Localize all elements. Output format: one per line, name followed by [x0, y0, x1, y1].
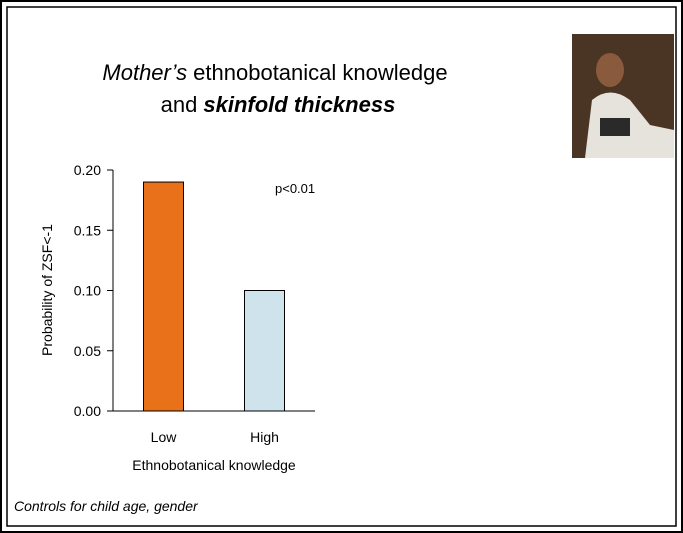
- footnote: Controls for child age, gender: [14, 498, 199, 514]
- y-tick-label: 0.05: [74, 343, 101, 359]
- bar: [144, 182, 184, 411]
- y-tick-label: 0.10: [74, 283, 101, 299]
- x-axis-label: Ethnobotanical knowledge: [132, 457, 296, 473]
- bar: [245, 291, 285, 412]
- x-tick-label: High: [250, 429, 279, 445]
- photo-object: [600, 118, 630, 136]
- title-italic: Mother’s: [102, 60, 187, 85]
- slide: Mother’sethnobotanical knowledge andskin…: [0, 0, 683, 533]
- y-axis-label: Probability of ZSF<-1: [39, 224, 55, 356]
- x-tick-label: Low: [151, 429, 178, 445]
- photo: [572, 34, 674, 158]
- title-rest: ethnobotanical knowledge: [193, 60, 447, 85]
- y-tick-label: 0.00: [74, 403, 101, 419]
- page: Mother’sethnobotanical knowledge andskin…: [0, 0, 683, 533]
- y-tick-label: 0.20: [74, 162, 101, 178]
- title-bold-italic: skinfold thickness: [203, 92, 395, 117]
- photo-face: [596, 53, 624, 87]
- title-plain: and: [161, 92, 198, 117]
- annotation: p<0.01: [275, 181, 315, 196]
- y-tick-label: 0.15: [74, 222, 101, 238]
